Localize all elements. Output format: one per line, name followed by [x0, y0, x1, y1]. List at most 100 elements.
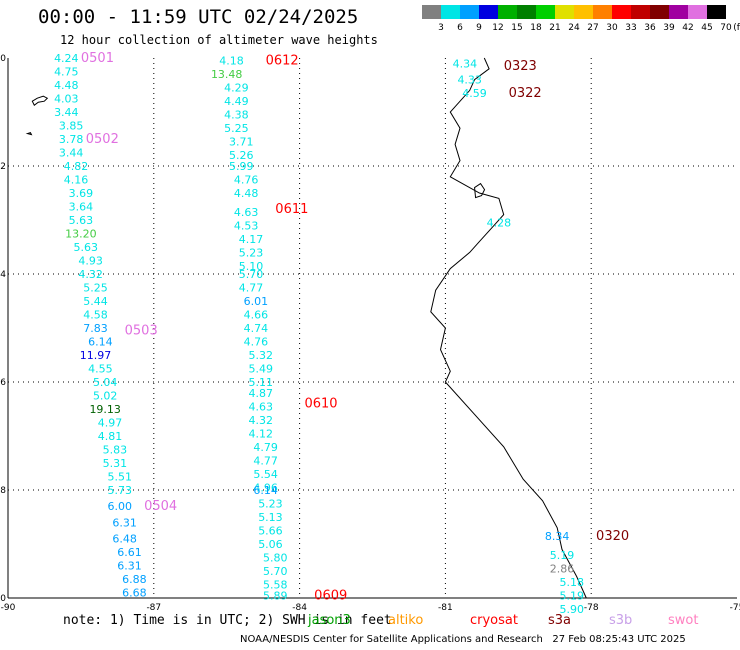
track-time-label: 0323: [504, 59, 537, 74]
wave-height-value: 5.90: [560, 603, 585, 616]
track-time-label: 0322: [509, 86, 542, 101]
wave-height-value: 4.03: [54, 93, 79, 106]
wave-height-value: 5.10: [239, 260, 264, 273]
wave-height-value: 4.32: [248, 414, 273, 427]
scale-swatch-70: [707, 5, 726, 19]
wave-height-value: 4.34: [453, 57, 478, 70]
lat-tick-label: 0: [0, 54, 6, 64]
lat-tick-label: -10: [0, 594, 6, 604]
lon-tick-label: -90: [1, 603, 16, 613]
wave-height-value: 5.19: [560, 589, 585, 602]
wave-height-value: 4.28: [487, 217, 512, 230]
scale-tick-label: 39: [663, 23, 675, 33]
map-subtitle: 12 hour collection of altimeter wave hei…: [60, 33, 378, 47]
wave-height-value: 4.63: [234, 206, 259, 219]
lon-tick-label: -84: [292, 603, 307, 613]
wave-height-value: 5.02: [93, 390, 118, 403]
lat-tick-label: -8: [0, 486, 6, 496]
wave-height-value: 4.58: [83, 309, 108, 322]
wave-height-value: 4.96: [253, 481, 278, 494]
lon-tick-label: -78: [584, 603, 599, 613]
scale-tick-label: 36: [644, 23, 656, 33]
wave-height-value: 5.80: [263, 552, 288, 565]
wave-height-value: 5.70: [239, 268, 264, 281]
satellite-legend-s3a: s3a: [548, 613, 572, 628]
wave-height-value: 5.51: [108, 471, 133, 484]
scale-tick-label: 24: [568, 23, 580, 33]
wave-height-value: 3.64: [69, 201, 94, 214]
wave-height-value: 2.86: [550, 562, 575, 575]
wave-height-value: 4.93: [78, 255, 103, 268]
wave-height-value: 4.12: [248, 427, 273, 440]
gulf-island: [474, 182, 486, 199]
wave-height-value: 4.66: [244, 309, 269, 322]
scale-tick-label: 33: [625, 23, 636, 33]
scale-tick-label: 18: [530, 23, 542, 33]
wave-height-value: 5.31: [103, 457, 128, 470]
wave-height-value: 5.26: [229, 149, 254, 162]
satellite-legend-altiko: altiko: [388, 613, 424, 628]
coastline: [25, 57, 587, 599]
wave-height-value: 5.25: [224, 122, 249, 135]
wave-height-value: 4.87: [248, 387, 273, 400]
scale-tick-label: 15: [511, 23, 522, 33]
wave-height-value: 5.63: [74, 241, 99, 254]
wave-height-value: 6.00: [108, 500, 133, 513]
scale-swatch-3: [422, 5, 441, 19]
scale-tick-label: 42: [682, 23, 693, 33]
scale-swatch-21: [536, 5, 555, 19]
lat-tick-label: -6: [0, 378, 6, 388]
scale-swatch-15: [498, 5, 517, 19]
wave-height-value: 4.33: [457, 74, 482, 87]
scale-tick-label: 6: [457, 23, 463, 33]
wave-height-value: 6.68: [122, 587, 147, 600]
scale-swatch-12: [479, 5, 498, 19]
satellite-legend-cryosat: cryosat: [470, 613, 518, 628]
scale-tick-label: 30: [606, 23, 618, 33]
satellite-legend-jason3: jason3: [308, 613, 351, 628]
wave-height-value: 5.13: [258, 511, 283, 524]
wave-height-value: 5.04: [93, 376, 118, 389]
scale-swatch-39: [650, 5, 669, 19]
wave-height-value: 5.25: [83, 282, 108, 295]
satellite-legend-s3b: s3b: [609, 613, 633, 628]
wave-height-value: 5.44: [83, 295, 108, 308]
wave-height-value: 6.61: [117, 546, 142, 559]
wave-height-value: 4.74: [244, 322, 269, 335]
wave-height-value: 4.76: [244, 336, 269, 349]
scale-tick-label: 27: [587, 23, 598, 33]
wave-height-value: 4.18: [219, 55, 244, 68]
track-time-label: 0611: [275, 202, 308, 217]
map-title: 00:00 - 11:59 UTC 02/24/2025: [38, 6, 359, 28]
wave-height-value: 4.53: [234, 219, 259, 232]
wave-height-value: 3.78: [59, 133, 84, 146]
track-time-label: 0609: [314, 588, 347, 603]
track-time-label: 0503: [125, 324, 158, 339]
scale-tick-label: 45: [701, 23, 712, 33]
scale-tick-label: 70: [720, 23, 732, 33]
wave-height-value: 6.31: [112, 516, 137, 529]
track-labels: 0501 0502 0503 0504 0612 0611 0610 0609 0323 0322…: [81, 51, 629, 603]
wave-height-value: 11.97: [80, 349, 112, 362]
track-time-label: 0612: [266, 54, 299, 69]
wave-height-value: 5.06: [258, 538, 283, 551]
scale-tick-label: 3: [438, 23, 444, 33]
wave-height-value: 3.44: [54, 106, 79, 119]
wave-height-value: 5.11: [248, 376, 273, 389]
scale-swatch-27: [574, 5, 593, 19]
scale-tick-label: 9: [476, 23, 482, 33]
wave-height-value: 5.99: [229, 160, 254, 173]
scale-swatch-9: [460, 5, 479, 19]
wave-height-value: 4.49: [224, 95, 249, 108]
wave-height-value: 4.29: [224, 82, 249, 95]
galapagos-islet: [25, 131, 33, 136]
wave-height-value: 8.34: [545, 530, 570, 543]
wave-height-value: 5.32: [248, 349, 273, 362]
footer-credit: NOAA/NESDIS Center for Satellite Applica…: [240, 634, 686, 645]
wave-height-value: 4.82: [64, 160, 89, 173]
wave-height-value: 5.89: [263, 589, 288, 602]
wave-height-value: 4.16: [64, 174, 89, 187]
footer-note: note: 1) Time is in UTC; 2) SWH is in fe…: [63, 613, 392, 628]
coastline-path: [430, 57, 587, 599]
